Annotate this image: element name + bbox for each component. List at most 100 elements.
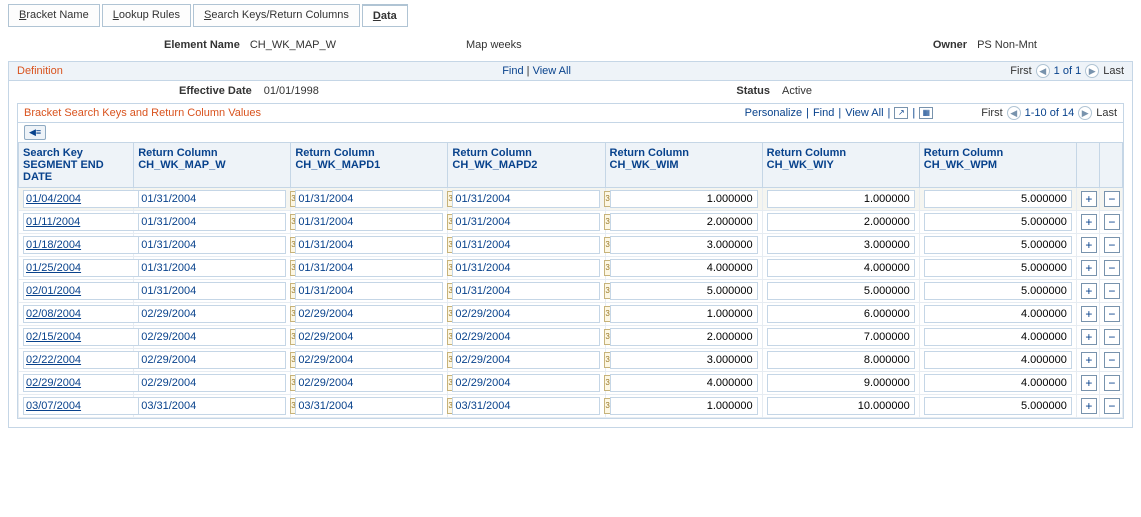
delete-row-button[interactable]: − bbox=[1104, 191, 1120, 207]
date-input[interactable] bbox=[452, 236, 600, 254]
grid-personalize-link[interactable]: Personalize bbox=[745, 107, 802, 119]
number-input[interactable] bbox=[767, 351, 915, 369]
delete-row-button[interactable]: − bbox=[1104, 237, 1120, 253]
number-input[interactable] bbox=[767, 328, 915, 346]
date-input[interactable] bbox=[295, 259, 443, 277]
number-input[interactable] bbox=[924, 328, 1072, 346]
number-input[interactable] bbox=[610, 190, 758, 208]
date-input[interactable] bbox=[138, 328, 286, 346]
number-input[interactable] bbox=[924, 213, 1072, 231]
date-input[interactable] bbox=[452, 351, 600, 369]
add-row-button[interactable]: + bbox=[1081, 352, 1097, 368]
number-input[interactable] bbox=[767, 282, 915, 300]
add-row-button[interactable]: + bbox=[1081, 214, 1097, 230]
delete-row-button[interactable]: − bbox=[1104, 329, 1120, 345]
definition-prev-icon[interactable]: ◀ bbox=[1036, 64, 1050, 78]
date-input[interactable] bbox=[295, 236, 443, 254]
number-input[interactable] bbox=[767, 236, 915, 254]
add-row-button[interactable]: + bbox=[1081, 329, 1097, 345]
date-input[interactable] bbox=[138, 397, 286, 415]
date-input[interactable] bbox=[138, 259, 286, 277]
number-input[interactable] bbox=[767, 259, 915, 277]
tab-lookup-rules[interactable]: Lookup Rules bbox=[102, 4, 191, 27]
date-input[interactable] bbox=[452, 328, 600, 346]
date-input[interactable] bbox=[295, 397, 443, 415]
number-input[interactable] bbox=[924, 259, 1072, 277]
delete-row-button[interactable]: − bbox=[1104, 306, 1120, 322]
date-input[interactable] bbox=[295, 213, 443, 231]
number-input[interactable] bbox=[610, 328, 758, 346]
grid-next-icon[interactable]: ▶ bbox=[1078, 106, 1092, 120]
date-input[interactable] bbox=[452, 282, 600, 300]
number-input[interactable] bbox=[767, 190, 915, 208]
col-wpm[interactable]: Return Column CH_WK_WPM bbox=[919, 143, 1076, 188]
date-input[interactable] bbox=[452, 259, 600, 277]
date-input[interactable] bbox=[452, 305, 600, 323]
grid-prev-icon[interactable]: ◀ bbox=[1007, 106, 1021, 120]
download-icon[interactable]: ▦ bbox=[919, 107, 933, 119]
number-input[interactable] bbox=[610, 236, 758, 254]
add-row-button[interactable]: + bbox=[1081, 283, 1097, 299]
date-input[interactable] bbox=[452, 213, 600, 231]
date-input[interactable] bbox=[138, 305, 286, 323]
number-input[interactable] bbox=[610, 259, 758, 277]
number-input[interactable] bbox=[767, 397, 915, 415]
date-input[interactable] bbox=[138, 190, 286, 208]
grid-viewall-link[interactable]: View All bbox=[845, 107, 883, 119]
number-input[interactable] bbox=[767, 305, 915, 323]
number-input[interactable] bbox=[924, 351, 1072, 369]
date-input[interactable] bbox=[138, 351, 286, 369]
delete-row-button[interactable]: − bbox=[1104, 283, 1120, 299]
delete-row-button[interactable]: − bbox=[1104, 398, 1120, 414]
col-map-w[interactable]: Return Column CH_WK_MAP_W bbox=[134, 143, 291, 188]
date-input[interactable] bbox=[138, 282, 286, 300]
add-row-button[interactable]: + bbox=[1081, 306, 1097, 322]
zoom-icon[interactable]: ↗ bbox=[894, 107, 908, 119]
definition-viewall-link[interactable]: View All bbox=[533, 65, 571, 77]
add-row-button[interactable]: + bbox=[1081, 375, 1097, 391]
tab-bracket-name[interactable]: Bracket Name bbox=[8, 4, 100, 27]
col-mapd2[interactable]: Return Column CH_WK_MAPD2 bbox=[448, 143, 605, 188]
date-input[interactable] bbox=[138, 374, 286, 392]
delete-row-button[interactable]: − bbox=[1104, 352, 1120, 368]
date-input[interactable] bbox=[138, 236, 286, 254]
number-input[interactable] bbox=[610, 397, 758, 415]
date-input[interactable] bbox=[138, 213, 286, 231]
definition-next-icon[interactable]: ▶ bbox=[1085, 64, 1099, 78]
tab-data[interactable]: Data bbox=[362, 4, 408, 27]
number-input[interactable] bbox=[924, 236, 1072, 254]
number-input[interactable] bbox=[767, 374, 915, 392]
date-input[interactable] bbox=[295, 190, 443, 208]
delete-row-button[interactable]: − bbox=[1104, 214, 1120, 230]
add-row-button[interactable]: + bbox=[1081, 260, 1097, 276]
date-input[interactable] bbox=[295, 305, 443, 323]
date-input[interactable] bbox=[452, 374, 600, 392]
definition-pager-text[interactable]: 1 of 1 bbox=[1054, 65, 1082, 77]
number-input[interactable] bbox=[924, 190, 1072, 208]
col-seg-end[interactable]: Search Key SEGMENT END DATE bbox=[19, 143, 134, 188]
date-input[interactable] bbox=[295, 374, 443, 392]
number-input[interactable] bbox=[610, 305, 758, 323]
add-row-button[interactable]: + bbox=[1081, 191, 1097, 207]
date-input[interactable] bbox=[452, 190, 600, 208]
collapse-icon[interactable]: ◀≡ bbox=[24, 125, 46, 140]
col-wim[interactable]: Return Column CH_WK_WIM bbox=[605, 143, 762, 188]
number-input[interactable] bbox=[924, 305, 1072, 323]
number-input[interactable] bbox=[767, 213, 915, 231]
col-mapd1[interactable]: Return Column CH_WK_MAPD1 bbox=[291, 143, 448, 188]
grid-pager-text[interactable]: 1-10 of 14 bbox=[1025, 107, 1075, 119]
col-wiy[interactable]: Return Column CH_WK_WIY bbox=[762, 143, 919, 188]
date-input[interactable] bbox=[295, 282, 443, 300]
number-input[interactable] bbox=[610, 282, 758, 300]
number-input[interactable] bbox=[924, 282, 1072, 300]
number-input[interactable] bbox=[610, 351, 758, 369]
number-input[interactable] bbox=[610, 374, 758, 392]
date-input[interactable] bbox=[295, 328, 443, 346]
add-row-button[interactable]: + bbox=[1081, 237, 1097, 253]
number-input[interactable] bbox=[924, 397, 1072, 415]
delete-row-button[interactable]: − bbox=[1104, 375, 1120, 391]
definition-find-link[interactable]: Find bbox=[502, 65, 523, 77]
date-input[interactable] bbox=[295, 351, 443, 369]
add-row-button[interactable]: + bbox=[1081, 398, 1097, 414]
delete-row-button[interactable]: − bbox=[1104, 260, 1120, 276]
